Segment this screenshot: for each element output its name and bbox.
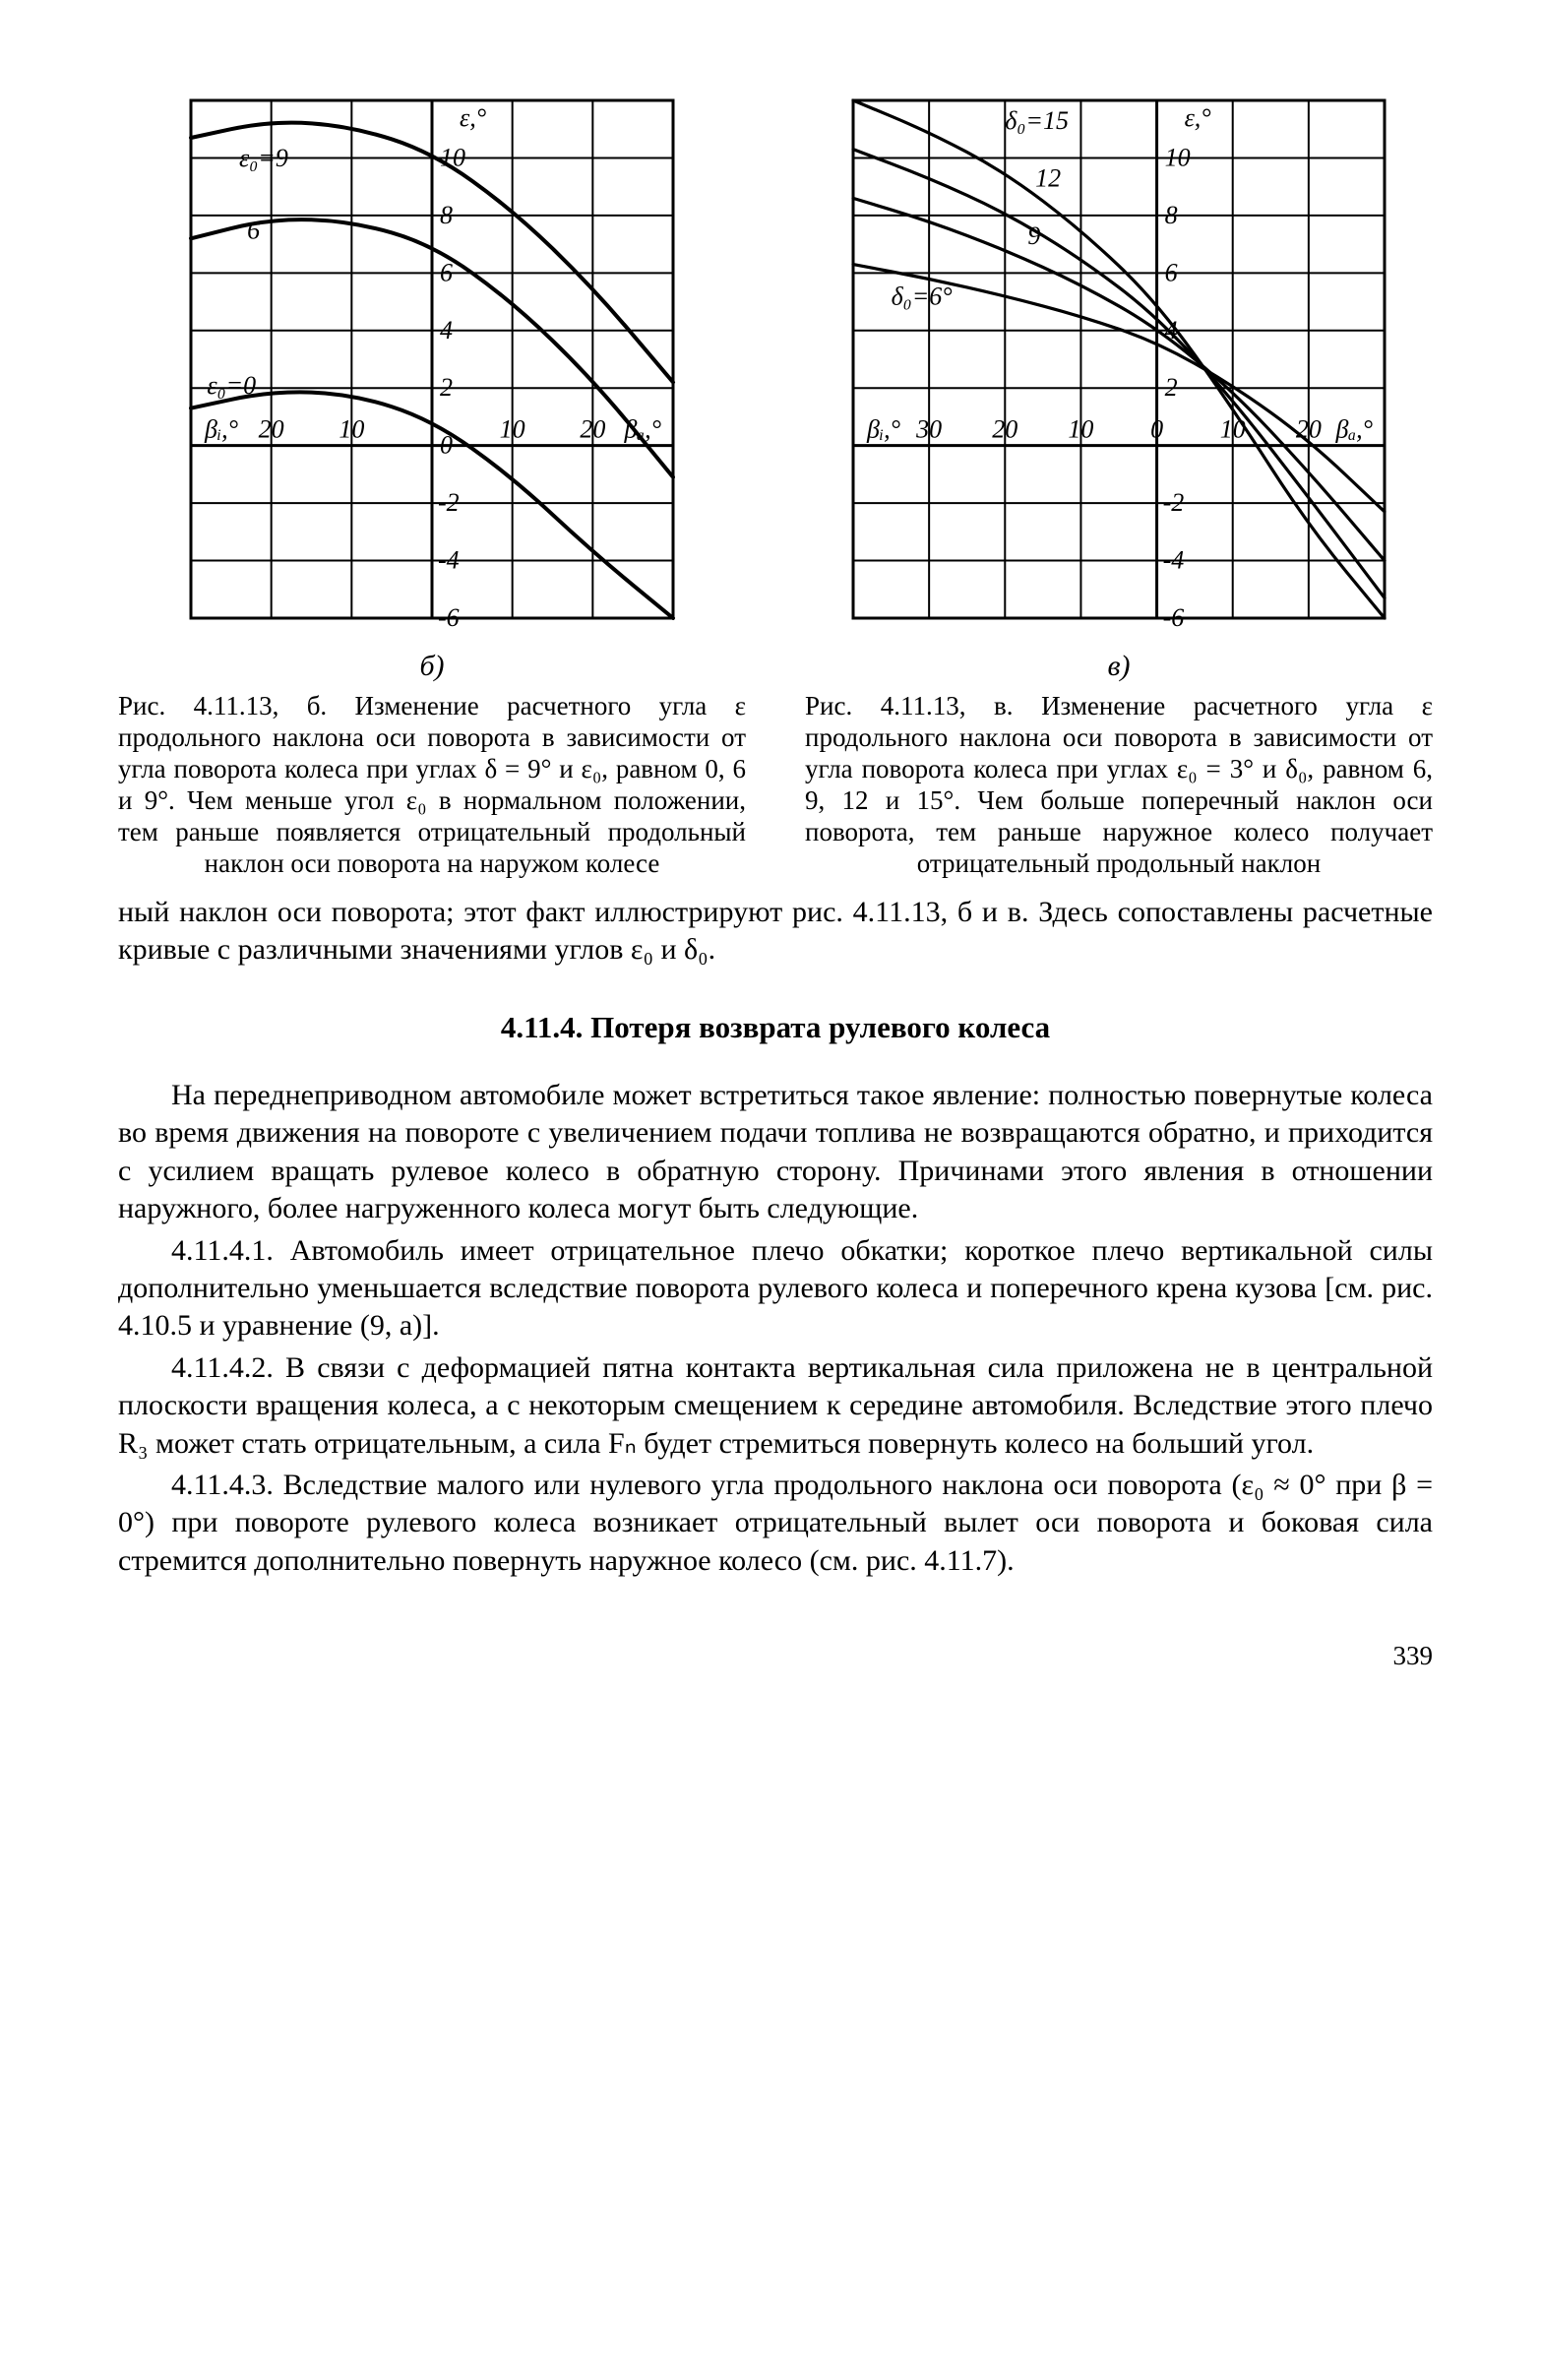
figure-v-caption: Рис. 4.11.13, в. Изменение расчетного уг…: [805, 691, 1433, 879]
svg-text:βᵢ,°: βᵢ,°: [204, 415, 238, 444]
svg-text:βᵢ,°: βᵢ,°: [866, 415, 900, 444]
svg-text:0: 0: [1150, 415, 1163, 444]
svg-text:0: 0: [440, 431, 453, 460]
figure-b-sublabel: б): [419, 648, 444, 685]
figure-b-caption: Рис. 4.11.13, б. Изменение расчетного уг…: [118, 691, 746, 879]
paragraph-3: 4.11.4.2. В связи с деформацией пятна ко…: [118, 1349, 1433, 1463]
figure-v-chart: δ₀=15 12 9 δ₀=6° 10 8 6 4 2 -2 -4 -6 ε,° 30 20 10 0 10 20 β…: [805, 89, 1433, 640]
svg-text:20: 20: [992, 415, 1017, 444]
svg-text:2: 2: [440, 373, 453, 402]
svg-text:-6: -6: [1163, 603, 1185, 632]
svg-text:-4: -4: [438, 546, 460, 575]
svg-text:βₐ,°: βₐ,°: [624, 415, 661, 444]
svg-text:δ₀=6°: δ₀=6°: [892, 282, 953, 310]
svg-text:6: 6: [1165, 258, 1178, 286]
svg-text:6: 6: [440, 258, 453, 286]
paragraph-1: На переднеприводном автомобиле может вст…: [118, 1077, 1433, 1228]
figure-row: ε₀=96ε₀=01086420-2-4-6ε,°20101020βᵢ,°βₐ,…: [118, 89, 1433, 880]
svg-text:-2: -2: [1163, 488, 1185, 517]
svg-text:2: 2: [1165, 373, 1178, 402]
svg-text:βₐ,°: βₐ,°: [1335, 415, 1373, 444]
svg-text:ε₀=0: ε₀=0: [207, 371, 256, 400]
svg-text:20: 20: [1296, 415, 1322, 444]
paragraph-2: 4.11.4.1. Автомобиль имеет отрицательное…: [118, 1232, 1433, 1346]
svg-text:-4: -4: [1163, 546, 1185, 575]
svg-text:6: 6: [247, 216, 260, 244]
svg-text:10: 10: [1068, 415, 1093, 444]
figure-v-column: δ₀=15 12 9 δ₀=6° 10 8 6 4 2 -2 -4 -6 ε,° 30 20 10 0 10 20 β…: [805, 89, 1433, 880]
section-heading: 4.11.4. Потеря возврата рулевого колеса: [118, 1008, 1433, 1047]
svg-text:8: 8: [1165, 201, 1178, 229]
svg-text:ε,°: ε,°: [460, 103, 486, 132]
svg-text:4: 4: [440, 316, 453, 344]
paragraph-4: 4.11.4.3. Вследствие малого или нулевого…: [118, 1467, 1433, 1580]
svg-text:12: 12: [1035, 164, 1061, 193]
figure-b-column: ε₀=96ε₀=01086420-2-4-6ε,°20101020βᵢ,°βₐ,…: [118, 89, 746, 880]
svg-text:10: 10: [440, 143, 465, 171]
svg-text:10: 10: [1220, 415, 1246, 444]
figure-v-sublabel: в): [1107, 648, 1130, 685]
svg-text:20: 20: [580, 415, 605, 444]
figure-b-chart: ε₀=96ε₀=01086420-2-4-6ε,°20101020βᵢ,°βₐ,…: [118, 89, 746, 640]
page-number: 339: [118, 1639, 1433, 1673]
svg-text:ε,°: ε,°: [1185, 103, 1211, 132]
svg-text:9: 9: [1027, 221, 1040, 250]
svg-text:ε₀=9: ε₀=9: [239, 144, 288, 172]
svg-text:10: 10: [1165, 143, 1191, 171]
svg-text:10: 10: [500, 415, 525, 444]
svg-text:4: 4: [1165, 316, 1178, 344]
svg-text:δ₀=15: δ₀=15: [1005, 106, 1069, 135]
svg-text:20: 20: [259, 415, 284, 444]
continuation-paragraph: ный наклон оси поворота; этот факт иллюс…: [118, 894, 1433, 970]
svg-text:-6: -6: [438, 603, 460, 632]
svg-text:30: 30: [915, 415, 942, 444]
svg-text:10: 10: [339, 415, 364, 444]
svg-text:8: 8: [440, 201, 453, 229]
svg-text:-2: -2: [438, 488, 460, 517]
